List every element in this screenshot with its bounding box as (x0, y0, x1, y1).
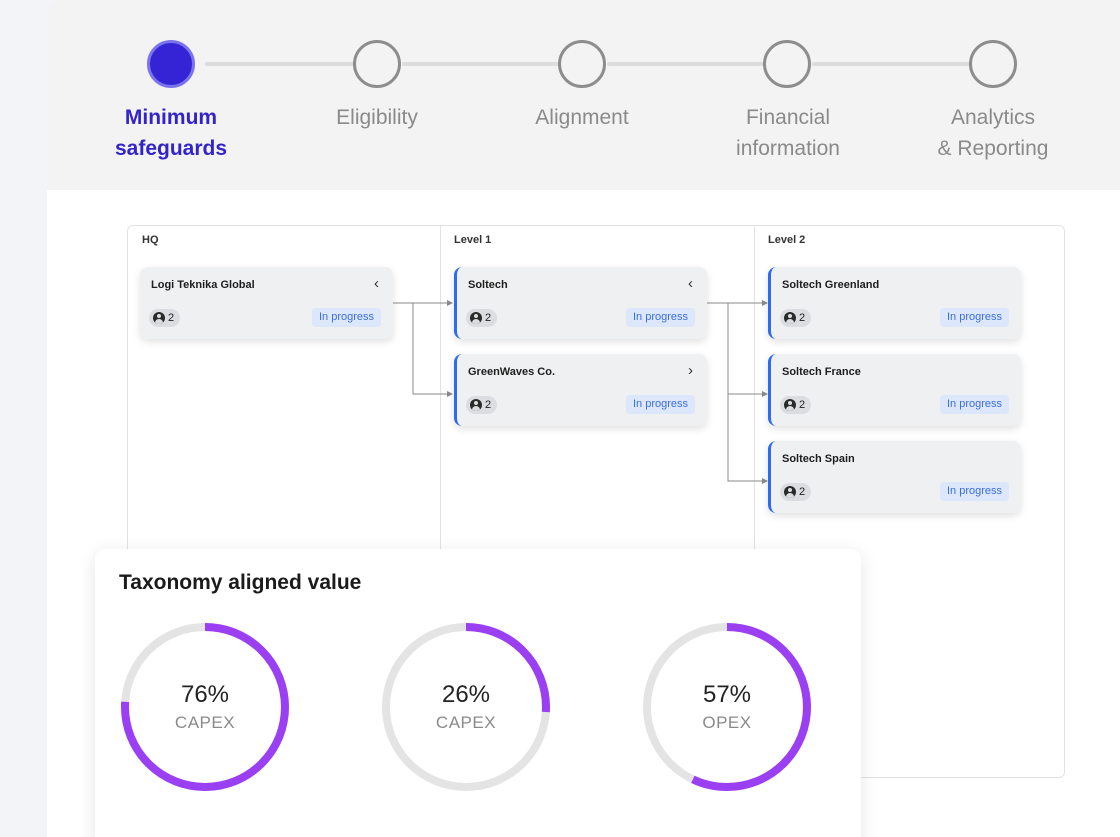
column-header-hq: HQ (142, 234, 159, 246)
node-title: Soltech Greenland (782, 279, 880, 291)
step-connector (205, 62, 355, 66)
member-count: 2 (799, 399, 806, 411)
step-label-line: Analytics (950, 106, 1036, 129)
donut-chart-capex-1: 76% CAPEX (117, 619, 293, 795)
step-label-line: Financial (745, 106, 831, 129)
column-header-level-2: Level 2 (768, 234, 806, 246)
node-soltech[interactable]: Soltech ‹ 2 In progress (454, 267, 707, 339)
member-count-badge: 2 (149, 309, 181, 327)
taxonomy-aligned-value-card: Taxonomy aligned value 76% CAPEX 26% CAP… (95, 549, 861, 837)
donut-value: 26% (441, 681, 491, 708)
tree-connectors (392, 300, 768, 484)
donut-label: CAPEX (174, 713, 236, 732)
member-count: 2 (799, 486, 806, 498)
user-icon (784, 486, 796, 498)
step-label-line: safeguards (114, 137, 228, 160)
user-icon (784, 312, 796, 324)
column-header-level-1: Level 1 (454, 234, 492, 246)
user-icon (470, 399, 482, 411)
member-count: 2 (485, 399, 492, 411)
step-connector (812, 62, 970, 66)
step-1-indicator[interactable] (147, 40, 195, 88)
step-label-line: & Reporting (937, 137, 1049, 160)
user-icon (153, 312, 165, 324)
node-title: Soltech France (782, 366, 861, 378)
step-label-line: Minimum (124, 106, 218, 129)
member-count: 2 (485, 312, 492, 324)
step-label-eligibility[interactable]: Eligibility (292, 102, 462, 133)
card-title: Taxonomy aligned value (119, 571, 362, 594)
status-badge: In progress (625, 308, 695, 327)
status-badge: In progress (939, 395, 1009, 414)
member-count-badge: 2 (780, 309, 812, 327)
step-5-indicator[interactable] (969, 40, 1017, 88)
progress-stepper: Minimum safeguards Eligibility Alignment… (47, 0, 1120, 190)
column-divider (754, 226, 755, 779)
donut-label: CAPEX (435, 713, 497, 732)
donut-ring (643, 623, 811, 791)
node-title: GreenWaves Co. (468, 366, 556, 378)
step-label-analytics-reporting[interactable]: Analytics & Reporting (908, 102, 1078, 164)
step-4-indicator[interactable] (763, 40, 811, 88)
donut-value-arc (382, 623, 550, 791)
node-title: Soltech (468, 279, 508, 291)
member-count: 2 (168, 312, 175, 324)
step-label-line: Eligibility (336, 106, 418, 129)
member-count: 2 (799, 312, 806, 324)
donut-value-arc (643, 623, 811, 791)
status-badge: In progress (625, 395, 695, 414)
user-icon (784, 399, 796, 411)
donut-ring (121, 623, 289, 791)
node-soltech-greenland[interactable]: Soltech Greenland 2 In progress (768, 267, 1021, 339)
user-icon (470, 312, 482, 324)
donut-label: OPEX (702, 713, 752, 732)
member-count-badge: 2 (780, 483, 812, 501)
member-count-badge: 2 (780, 396, 812, 414)
status-badge: In progress (939, 482, 1009, 501)
node-title: Logi Teknika Global (151, 279, 255, 291)
donut-value-arc (121, 623, 289, 791)
donut-value: 57% (702, 681, 752, 708)
donut-chart-opex: 57% OPEX (639, 619, 815, 795)
donut-value: 76% (180, 681, 230, 708)
status-badge: In progress (311, 308, 381, 327)
step-label-line: information (736, 137, 840, 160)
donut-chart-capex-2: 26% CAPEX (378, 619, 554, 795)
connector-arrow (727, 394, 768, 484)
connector-arrow (727, 303, 768, 397)
column-divider (440, 226, 441, 779)
node-soltech-spain[interactable]: Soltech Spain 2 In progress (768, 441, 1021, 513)
chevron-left-icon[interactable]: ‹ (688, 275, 693, 292)
donut-ring (382, 623, 550, 791)
step-label-minimum-safeguards[interactable]: Minimum safeguards (86, 102, 256, 164)
node-logi-teknika-global[interactable]: Logi Teknika Global ‹ 2 In progress (140, 267, 393, 339)
step-label-line: Alignment (535, 106, 629, 129)
node-soltech-france[interactable]: Soltech France 2 In progress (768, 354, 1021, 426)
chevron-left-icon[interactable]: ‹ (374, 275, 379, 292)
node-title: Soltech Spain (782, 453, 855, 465)
connector-arrow (412, 303, 453, 397)
step-connector (607, 62, 765, 66)
node-greenwaves[interactable]: GreenWaves Co. › 2 In progress (454, 354, 707, 426)
step-3-indicator[interactable] (558, 40, 606, 88)
member-count-badge: 2 (466, 309, 498, 327)
member-count-badge: 2 (466, 396, 498, 414)
chevron-right-icon[interactable]: › (688, 362, 693, 379)
step-label-financial-information[interactable]: Financial information (703, 102, 873, 164)
step-label-alignment[interactable]: Alignment (497, 102, 667, 133)
step-2-indicator[interactable] (353, 40, 401, 88)
step-connector (402, 62, 560, 66)
app-frame: Minimum safeguards Eligibility Alignment… (47, 0, 1120, 837)
status-badge: In progress (939, 308, 1009, 327)
